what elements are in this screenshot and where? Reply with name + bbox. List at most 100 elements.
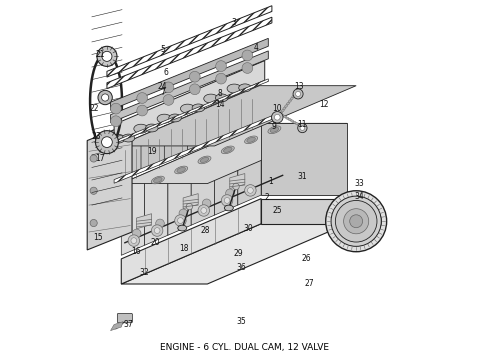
Polygon shape [215,134,238,215]
Text: 21: 21 [95,50,104,59]
Polygon shape [168,153,191,235]
Ellipse shape [137,105,147,116]
Text: 36: 36 [237,264,246,273]
Ellipse shape [169,114,181,122]
Ellipse shape [247,137,255,142]
Ellipse shape [111,103,122,114]
Polygon shape [111,79,269,145]
Ellipse shape [300,125,303,128]
Text: 20: 20 [150,238,160,247]
Circle shape [350,215,363,228]
Circle shape [101,94,109,101]
Ellipse shape [153,177,162,183]
Ellipse shape [270,127,279,132]
Circle shape [202,199,211,208]
Circle shape [221,195,233,206]
Text: 27: 27 [305,279,315,288]
Polygon shape [114,116,272,183]
Circle shape [274,114,280,120]
Circle shape [271,112,283,123]
Ellipse shape [223,147,232,152]
Ellipse shape [178,225,187,231]
Polygon shape [230,174,245,189]
Ellipse shape [294,93,297,95]
Ellipse shape [239,84,251,92]
Ellipse shape [288,100,292,103]
Text: 28: 28 [201,226,210,235]
Text: 32: 32 [139,268,148,277]
Text: 18: 18 [179,244,189,253]
Text: 3: 3 [232,18,237,27]
Polygon shape [211,95,236,141]
Polygon shape [141,125,166,172]
Circle shape [154,228,160,233]
Polygon shape [107,17,272,89]
Ellipse shape [198,156,211,164]
Text: 6: 6 [164,68,169,77]
Circle shape [177,218,183,224]
Ellipse shape [277,114,281,117]
Ellipse shape [302,127,306,129]
Ellipse shape [283,116,287,118]
Circle shape [247,188,253,193]
Polygon shape [261,123,347,195]
Ellipse shape [288,118,292,121]
Ellipse shape [163,95,174,105]
Ellipse shape [111,134,125,143]
Ellipse shape [204,94,218,103]
Text: 16: 16 [131,247,141,256]
FancyBboxPatch shape [117,314,132,323]
Text: 30: 30 [244,224,253,233]
Polygon shape [191,143,215,225]
Ellipse shape [245,136,258,144]
Circle shape [98,90,112,105]
Circle shape [300,126,305,130]
Polygon shape [111,39,269,110]
Circle shape [151,225,163,236]
Circle shape [132,229,141,238]
Ellipse shape [285,104,288,107]
Circle shape [128,235,140,246]
Circle shape [356,211,378,232]
Ellipse shape [281,109,284,112]
Ellipse shape [192,104,205,112]
Ellipse shape [190,71,200,82]
Ellipse shape [297,124,301,126]
Circle shape [225,189,234,198]
Circle shape [102,51,112,61]
Ellipse shape [216,73,226,84]
Polygon shape [118,135,143,182]
Circle shape [295,91,300,96]
Ellipse shape [295,123,299,125]
Circle shape [298,123,307,133]
Ellipse shape [221,146,234,154]
Circle shape [90,155,97,162]
Ellipse shape [242,63,253,73]
Ellipse shape [286,117,289,120]
Polygon shape [234,85,259,132]
Text: 17: 17 [95,154,104,163]
Text: 29: 29 [233,249,243,258]
Ellipse shape [200,157,209,162]
Polygon shape [261,199,347,224]
Ellipse shape [157,114,171,123]
Circle shape [156,219,164,228]
Circle shape [179,209,188,218]
Polygon shape [118,86,356,146]
Ellipse shape [268,126,281,134]
Polygon shape [122,123,347,184]
Ellipse shape [134,124,148,133]
Ellipse shape [292,95,295,98]
Text: 19: 19 [147,147,157,156]
Ellipse shape [111,116,122,127]
Circle shape [233,183,239,190]
Circle shape [186,203,193,210]
Ellipse shape [279,112,282,114]
Text: 37: 37 [123,320,133,329]
Circle shape [101,137,112,148]
Circle shape [245,185,256,196]
Text: 8: 8 [218,89,222,98]
Text: 34: 34 [355,192,365,201]
Text: 2: 2 [264,193,269,202]
Circle shape [224,198,230,203]
